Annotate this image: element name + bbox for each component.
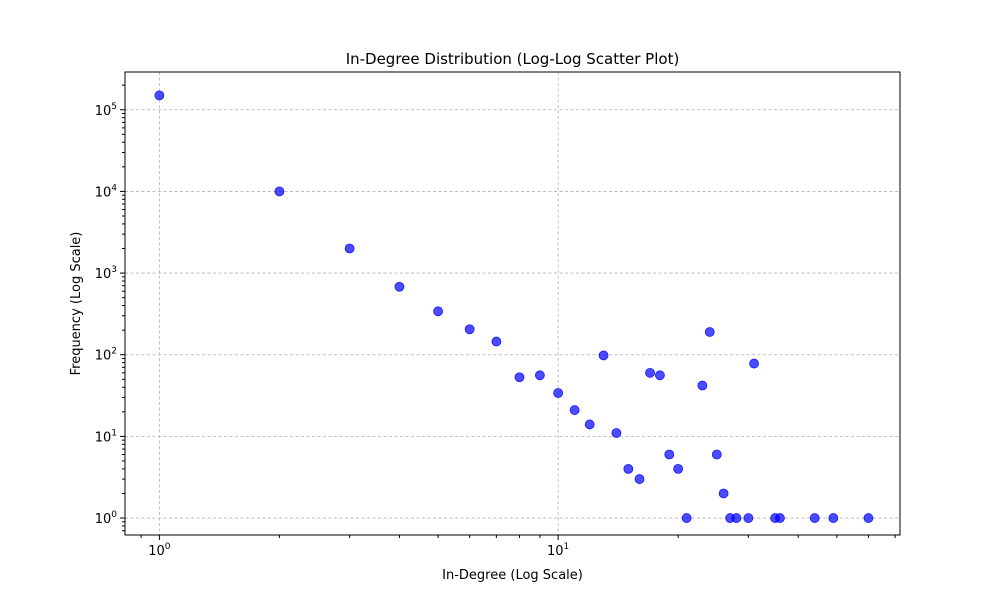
x-tick-label: 100 — [148, 542, 171, 559]
data-point — [681, 513, 692, 523]
data-point — [743, 513, 754, 523]
data-point — [704, 327, 715, 337]
y-tick-label: 102 — [95, 347, 117, 364]
y-tick-label: 105 — [95, 102, 117, 119]
data-point — [534, 370, 545, 381]
data-point — [863, 513, 874, 523]
data-point — [584, 419, 595, 430]
plot-frame — [124, 71, 901, 536]
data-point — [775, 513, 785, 523]
x-axis-label: In-Degree (Log Scale) — [442, 568, 583, 583]
data-point — [491, 336, 502, 347]
data-point — [749, 358, 759, 369]
data-point — [569, 405, 580, 415]
chart-title: In-Degree Distribution (Log-Log Scatter … — [346, 50, 680, 68]
data-point — [274, 186, 285, 197]
data-point — [598, 350, 609, 361]
data-point — [394, 281, 405, 292]
plot-area — [125, 72, 900, 535]
y-tick-label: 104 — [95, 183, 118, 200]
y-tick-label: 100 — [95, 510, 118, 527]
data-points — [154, 90, 874, 523]
data-point — [514, 372, 525, 383]
data-point — [623, 463, 634, 474]
axis-ticks: 100 101 100 101 102 103 104 105 — [95, 84, 896, 559]
y-tick-label: 103 — [95, 265, 117, 282]
data-point — [731, 513, 742, 523]
data-point — [344, 243, 355, 254]
data-point — [553, 388, 564, 398]
data-point — [809, 513, 820, 523]
y-tick-label: 101 — [95, 428, 117, 445]
data-point — [711, 449, 722, 460]
data-point — [664, 449, 675, 460]
data-point — [673, 463, 684, 474]
x-tick-label: 101 — [547, 542, 569, 559]
y-axis-label: Frequency (Log Scale) — [69, 232, 84, 376]
data-point — [655, 370, 665, 381]
data-point — [718, 488, 729, 499]
data-point — [634, 474, 645, 484]
data-point — [611, 428, 622, 438]
data-point — [697, 380, 708, 391]
data-point — [154, 90, 165, 101]
data-point — [645, 367, 655, 378]
grid-lines — [125, 72, 900, 535]
data-point — [464, 324, 475, 335]
data-point — [828, 513, 839, 523]
data-point — [433, 306, 443, 317]
